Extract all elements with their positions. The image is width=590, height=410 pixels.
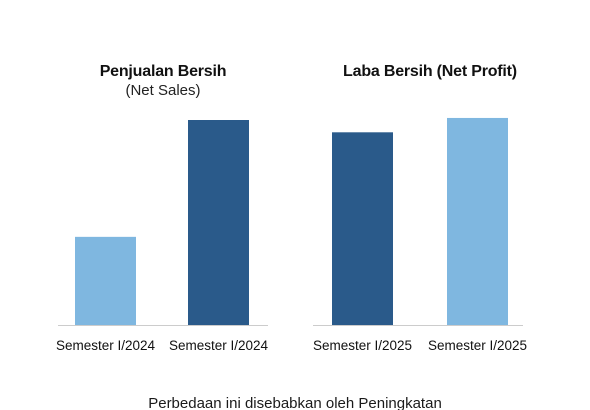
- footer-caption: Perbedaan ini disebabkan oleh Peningkata…: [148, 395, 442, 410]
- chart-0-category-label-1: Semester I/2024: [169, 338, 269, 353]
- chart-0-bar-1: [188, 120, 249, 325]
- left-chart-title: Penjualan Bersih: [99, 63, 227, 80]
- chart-1-category-label-1: Semester I/2025: [428, 338, 527, 353]
- chart-1-bar-1: [447, 117, 508, 325]
- left-chart-subtitle: (Net Sales): [125, 82, 201, 99]
- chart-1-bar-0: [332, 132, 393, 325]
- chart-1-category-label-0: Semester I/2025: [313, 338, 412, 353]
- chart-0-bar-0: [75, 236, 136, 325]
- right-chart-title: Laba Bersih (Net Profit): [343, 63, 517, 80]
- chart-0-category-label-0: Semester I/2024: [56, 338, 156, 353]
